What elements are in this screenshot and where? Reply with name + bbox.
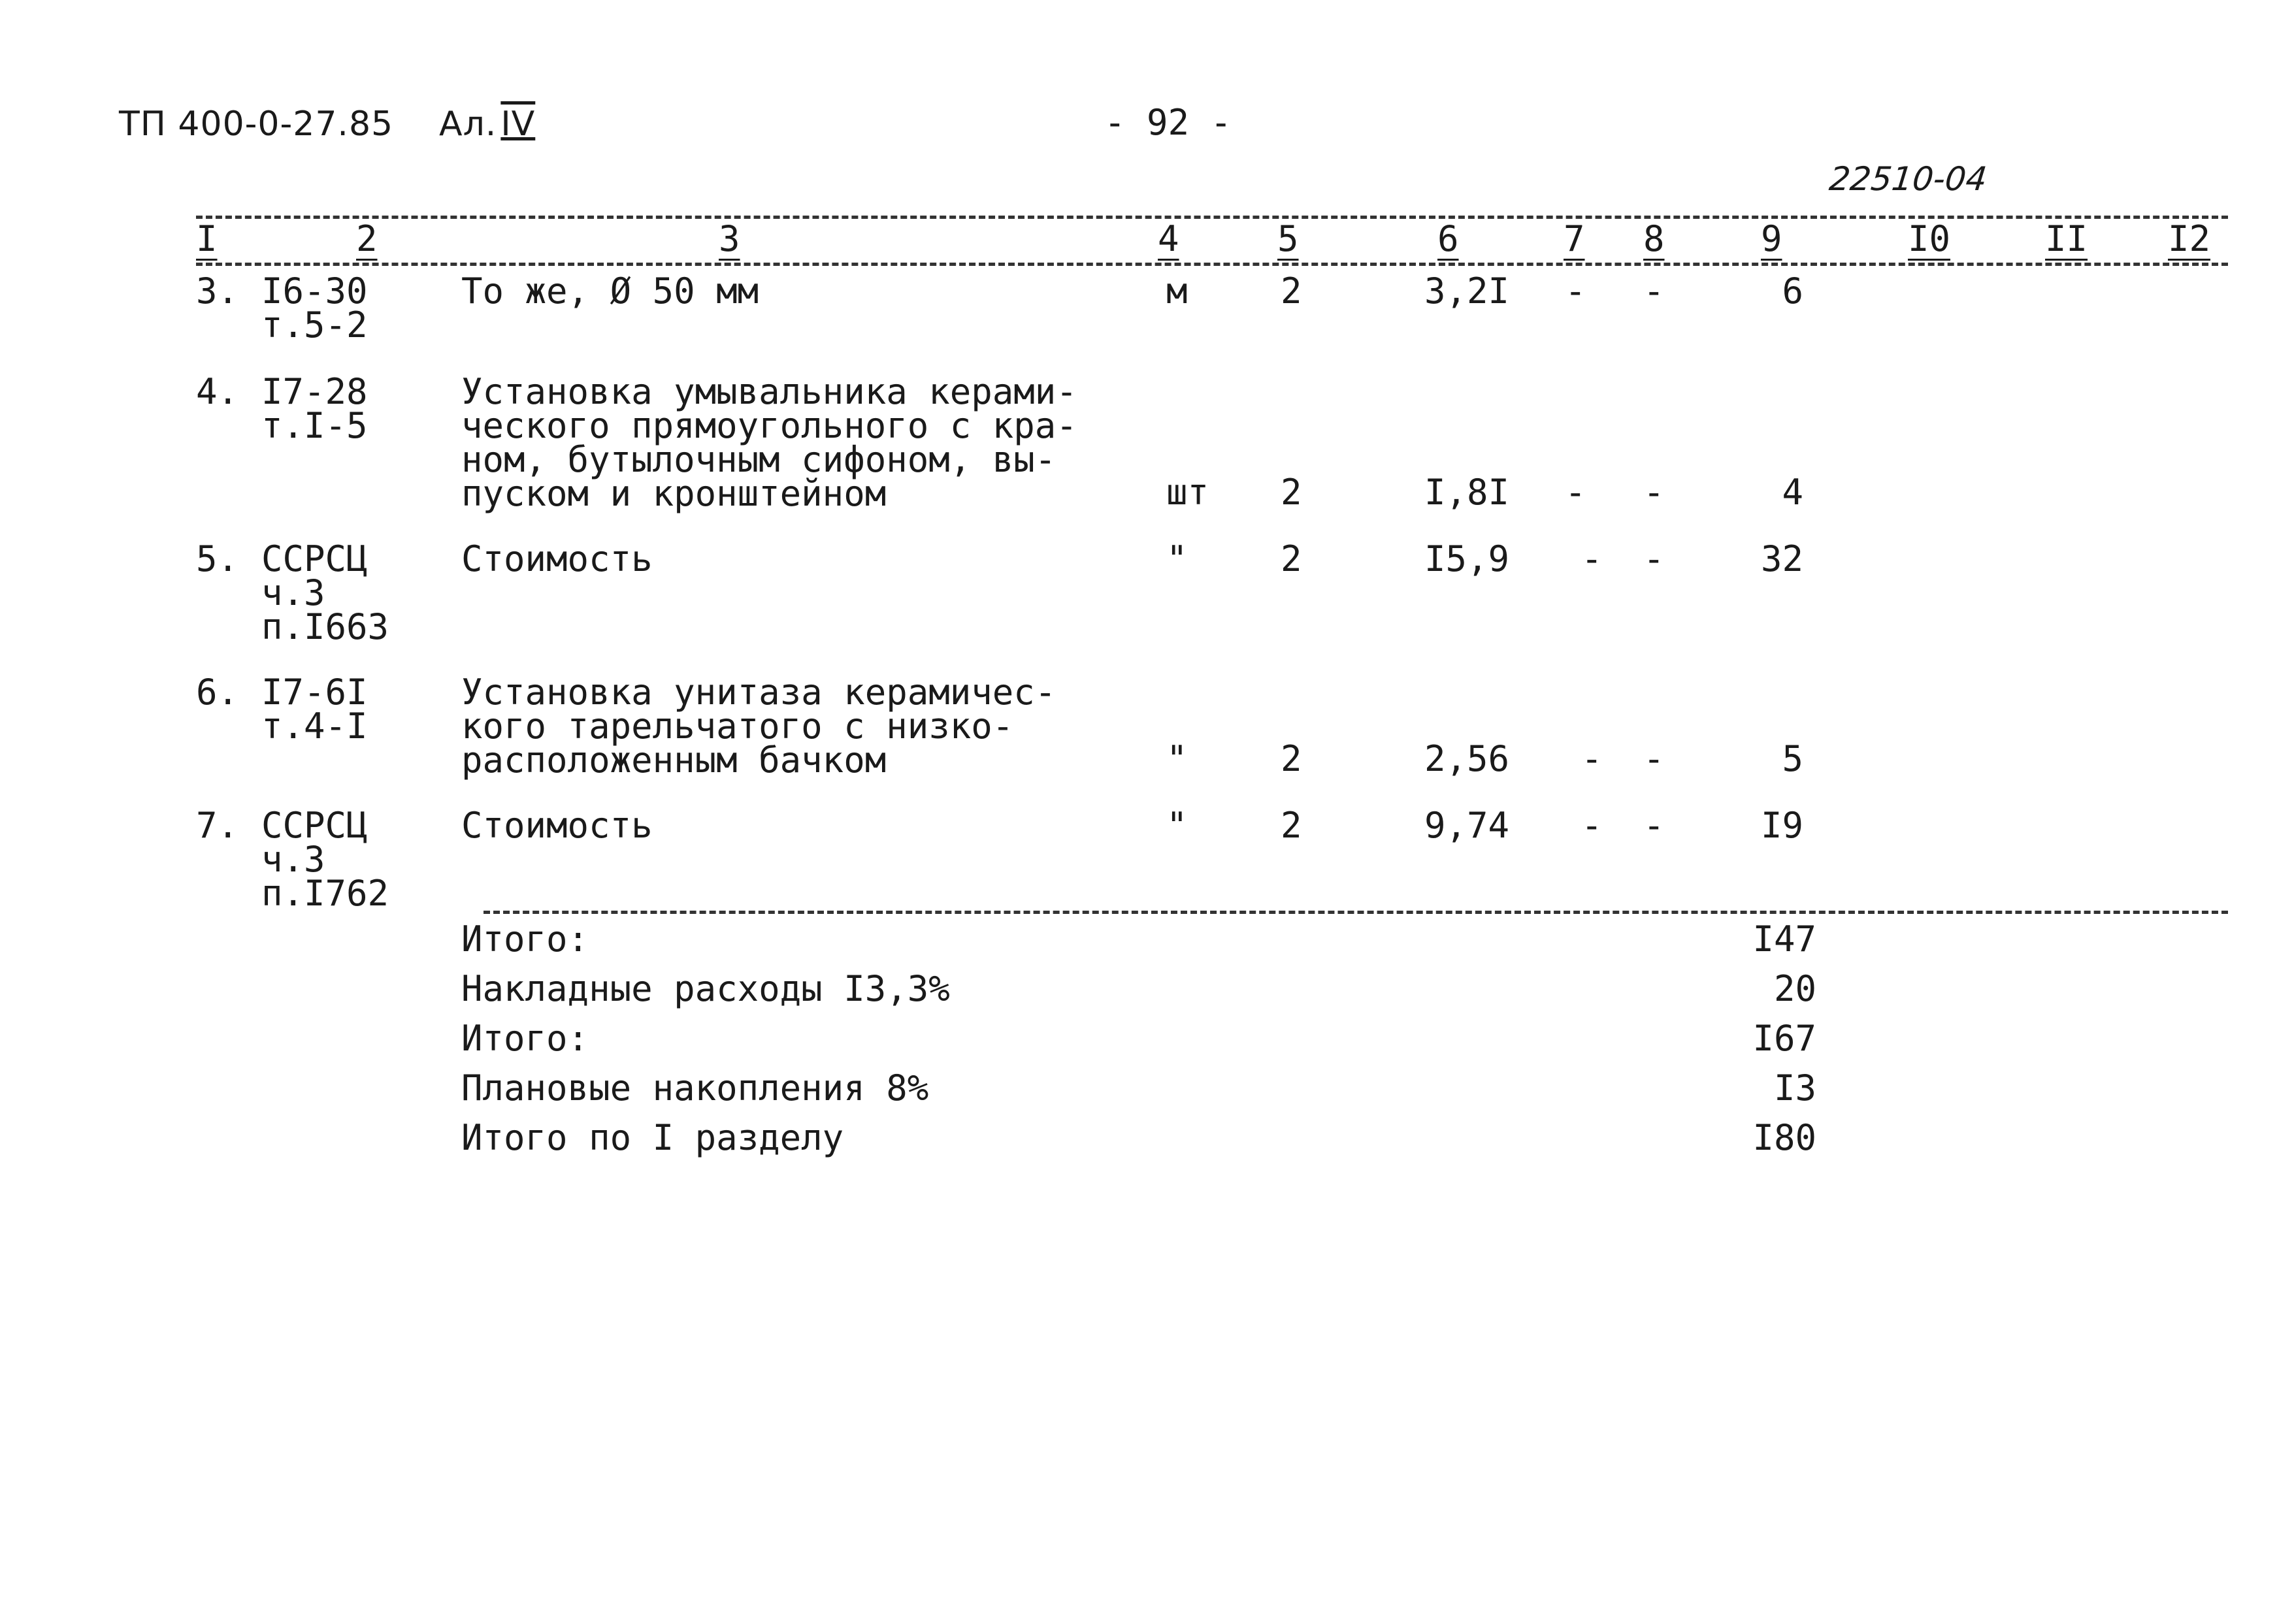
totals-value: I47 (1752, 918, 1816, 960)
quantity: 2 (1281, 738, 1302, 779)
totals-label: Накладные расходы I3,3% (461, 968, 950, 1009)
column-number: 7 (1564, 218, 1585, 259)
column-7-value: - (1565, 270, 1586, 312)
total-cost: 32 (1760, 538, 1803, 579)
row-number: 5. (196, 538, 239, 579)
column-number: 3 (719, 218, 740, 259)
row-number: 7. (196, 805, 239, 846)
norm-code: I7-6I т.4-I (261, 672, 368, 747)
unit-price: I,8I (1424, 472, 1510, 513)
row-number: 4. (196, 371, 239, 412)
total-cost: 6 (1782, 270, 1803, 312)
album-label: Ал. IV (439, 107, 535, 141)
unit: " (1166, 738, 1188, 779)
work-name: Установка унитаза керамичес- кого тарель… (461, 672, 1057, 781)
column-7-value: - (1565, 472, 1586, 513)
column-number: I (196, 218, 218, 259)
totals-value: I67 (1752, 1018, 1816, 1059)
column-8-value: - (1643, 538, 1665, 579)
column-number: I2 (2168, 218, 2211, 259)
column-7-value: - (1581, 805, 1603, 846)
work-name: Стоимость (461, 805, 653, 846)
column-number: II (2045, 218, 2088, 259)
table-top-rule (196, 216, 2228, 219)
work-name: То же, Ø 50 мм (461, 270, 759, 312)
column-number: I0 (1908, 218, 1951, 259)
column-number: 8 (1643, 218, 1665, 259)
total-cost: 5 (1782, 738, 1803, 779)
quantity: 2 (1281, 472, 1302, 513)
column-number: 9 (1761, 218, 1782, 259)
totals-value: I80 (1752, 1117, 1816, 1158)
total-cost: I9 (1760, 805, 1803, 846)
totals-label: Итого: (461, 918, 589, 960)
norm-code: I6-30 т.5-2 (261, 270, 368, 346)
totals-value: I3 (1773, 1067, 1816, 1109)
unit-price: I5,9 (1424, 538, 1510, 579)
unit-price: 3,2I (1424, 270, 1510, 312)
unit: " (1166, 805, 1188, 846)
column-number: 5 (1277, 218, 1299, 259)
column-7-value: - (1581, 738, 1603, 779)
column-number: 2 (356, 218, 378, 259)
column-number-rule (196, 263, 2228, 266)
totals-label: Итого: (461, 1018, 589, 1059)
column-8-value: - (1643, 472, 1665, 513)
column-7-value: - (1581, 538, 1603, 579)
column-number: 4 (1158, 218, 1179, 259)
totals-value: 20 (1773, 968, 1816, 1009)
page-number: - 92 - (1104, 102, 1232, 143)
row-number: 6. (196, 672, 239, 713)
album-prefix: Ал. (439, 105, 497, 144)
unit: " (1166, 538, 1188, 579)
unit-price: 2,56 (1424, 738, 1510, 779)
unit: шт (1166, 472, 1209, 513)
unit-price: 9,74 (1424, 805, 1510, 846)
totals-label: Итого по I разделу (461, 1117, 844, 1158)
column-8-value: - (1643, 738, 1665, 779)
quantity: 2 (1281, 538, 1302, 579)
column-8-value: - (1643, 805, 1665, 846)
norm-code: ССРСЦ ч.3 п.I663 (261, 538, 389, 647)
document-code: 22510-04 (1827, 160, 1989, 198)
totals-label: Плановые накопления 8% (461, 1067, 929, 1109)
work-name: Установка умывальника керами- ческого пр… (461, 371, 1077, 514)
album-numeral: IV (500, 105, 536, 144)
norm-code: ССРСЦ ч.3 п.I762 (261, 805, 389, 914)
document-id: ТП 400-0-27.85 (119, 105, 394, 144)
unit: м (1166, 270, 1188, 312)
column-number: 6 (1437, 218, 1459, 259)
total-cost: 4 (1782, 472, 1803, 513)
totals-rule (483, 911, 2228, 914)
row-number: 3. (196, 270, 239, 312)
column-8-value: - (1643, 270, 1665, 312)
norm-code: I7-28 т.I-5 (261, 371, 368, 446)
quantity: 2 (1281, 805, 1302, 846)
quantity: 2 (1281, 270, 1302, 312)
work-name: Стоимость (461, 538, 653, 579)
